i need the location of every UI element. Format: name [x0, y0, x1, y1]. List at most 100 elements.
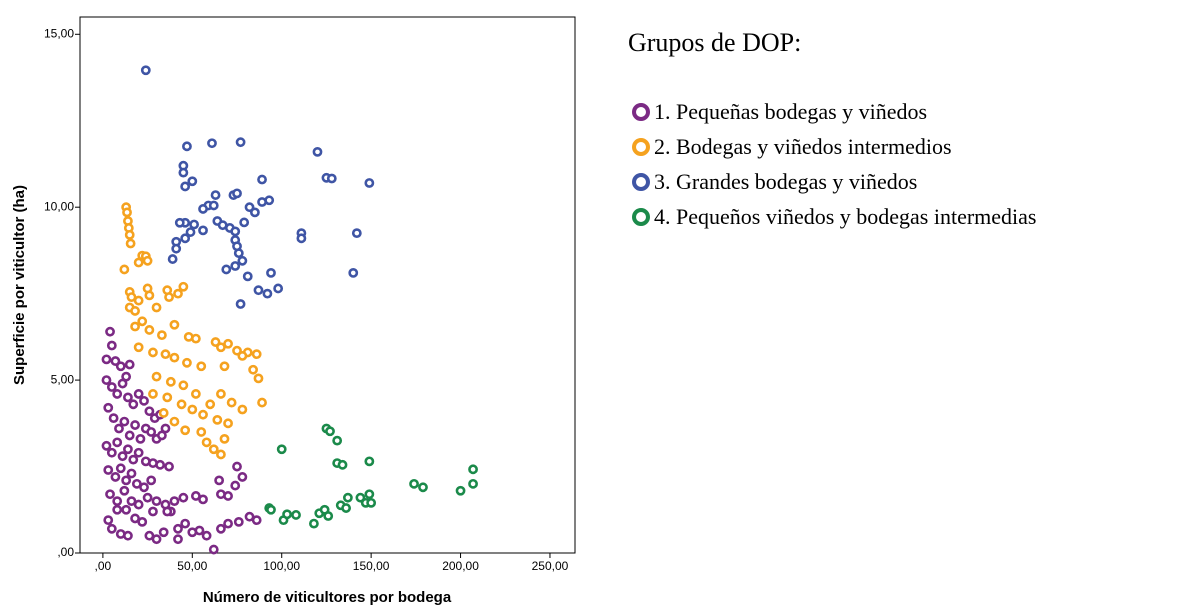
point: [158, 408, 169, 418]
point: [190, 491, 201, 501]
point: [165, 376, 176, 387]
point: [164, 292, 174, 303]
point: [112, 437, 123, 448]
legend-label: 1. Pequeñas bodegas y viñedos: [654, 99, 927, 124]
point: [173, 288, 183, 299]
point: [173, 523, 183, 534]
point: [232, 461, 242, 472]
x-tick-label: 100,00: [263, 559, 300, 573]
point: [103, 515, 114, 526]
point: [119, 416, 130, 427]
point: [164, 461, 174, 472]
point: [235, 299, 246, 309]
point: [125, 238, 136, 249]
point: [251, 349, 262, 360]
point: [148, 506, 158, 517]
point: [142, 492, 153, 503]
point: [162, 392, 173, 403]
point: [210, 190, 221, 200]
point: [273, 283, 284, 294]
point: [148, 347, 158, 358]
legend-label: 3. Grandes bodegas y viñedos: [654, 169, 917, 194]
point: [169, 416, 180, 427]
point: [214, 475, 225, 486]
point: [180, 518, 191, 529]
point: [180, 425, 191, 436]
point: [119, 485, 130, 496]
point: [201, 437, 212, 448]
point: [182, 141, 192, 152]
point: [123, 530, 133, 541]
point: [128, 454, 139, 465]
point: [325, 426, 335, 437]
point: [178, 281, 189, 292]
point: [198, 494, 208, 505]
point: [160, 349, 171, 360]
point: [101, 375, 112, 385]
point: [169, 352, 180, 363]
point: [216, 523, 226, 534]
point: [117, 451, 128, 462]
x-tick-label: 150,00: [353, 559, 390, 573]
point: [157, 330, 167, 341]
point: [248, 364, 259, 375]
point: [366, 497, 377, 508]
point: [117, 378, 128, 389]
point: [103, 402, 114, 413]
point: [253, 373, 264, 384]
x-axis-title: Número de viticultores por bodega: [203, 589, 452, 606]
point: [146, 427, 157, 437]
point: [312, 146, 323, 157]
point: [348, 267, 359, 278]
point: [332, 435, 343, 446]
point: [135, 433, 146, 444]
x-tick-label: 50,00: [177, 559, 207, 573]
point: [208, 544, 219, 555]
point: [237, 350, 248, 361]
point: [364, 456, 375, 467]
point: [130, 420, 140, 430]
point: [230, 480, 241, 491]
point: [198, 204, 208, 214]
y-axis-title: Superficie por viticultor (ha): [11, 185, 28, 385]
point: [178, 492, 189, 503]
point: [126, 468, 137, 479]
point: [194, 525, 205, 536]
point: [244, 202, 255, 213]
point: [208, 444, 219, 455]
point: [282, 509, 292, 520]
point: [212, 414, 223, 425]
point: [106, 447, 117, 458]
point: [130, 513, 140, 524]
y-tick-label: 5,00: [51, 372, 75, 386]
point: [124, 359, 135, 370]
point: [232, 345, 242, 356]
point: [468, 478, 478, 489]
point: [196, 361, 207, 372]
point: [173, 534, 183, 545]
point: [264, 195, 275, 206]
point: [251, 515, 262, 526]
point: [219, 433, 230, 444]
point: [124, 229, 135, 240]
point: [210, 337, 221, 347]
y-tick-label: ,00: [57, 545, 74, 559]
point: [146, 475, 157, 486]
point: [201, 530, 212, 541]
point: [108, 413, 119, 424]
point: [242, 271, 253, 282]
point: [169, 496, 180, 507]
x-tick-label: 250,00: [532, 559, 569, 573]
point: [207, 138, 217, 149]
point: [266, 267, 276, 278]
point: [119, 264, 130, 275]
point: [123, 444, 133, 455]
point: [133, 257, 144, 268]
legend-label: 4. Pequeños viñedos y bodegas intermedia…: [654, 204, 1037, 229]
point: [114, 423, 124, 434]
point: [144, 325, 155, 335]
point: [309, 518, 319, 529]
point: [180, 233, 191, 244]
point: [140, 65, 151, 76]
